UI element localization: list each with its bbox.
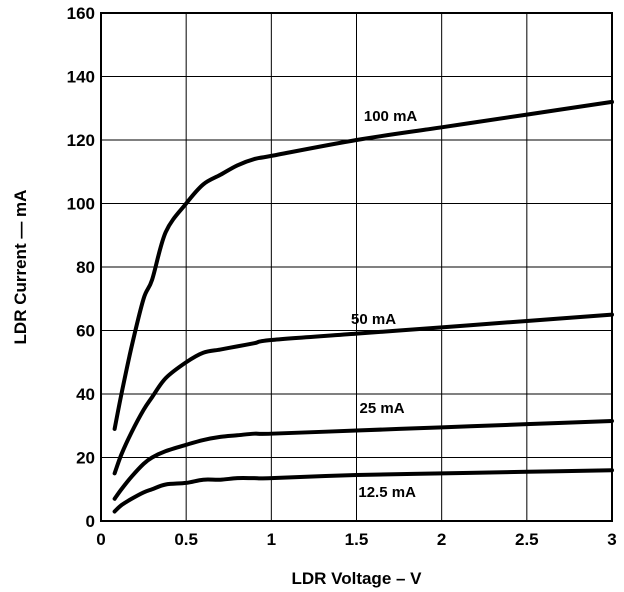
y-tick-label: 40: [76, 385, 95, 404]
y-tick-labels: 0 20 40 60 80 100 120 140 160: [67, 4, 95, 531]
series-label: 50 mA: [351, 311, 396, 328]
x-tick-label: 0: [96, 530, 105, 549]
series-curves: [112, 99, 614, 514]
y-axis-title: LDR Current — mA: [11, 190, 30, 345]
series-line-12-5-ma: [112, 468, 614, 514]
series-line-50-ma: [112, 312, 614, 476]
series-labels: 100 mA 50 mA 25 mA 12.5 mA: [351, 108, 417, 501]
x-tick-label: 2: [437, 530, 446, 549]
series-line-100-ma: [112, 99, 614, 431]
plot-frame: [100, 12, 613, 522]
series-label: 25 mA: [360, 400, 405, 417]
series-line-25-ma: [112, 418, 614, 501]
y-tick-label: 120: [67, 131, 95, 150]
x-tick-label: 2.5: [515, 530, 539, 549]
x-axis-title: LDR Voltage – V: [291, 569, 422, 588]
x-tick-label: 1: [267, 530, 276, 549]
series-label: 100 mA: [364, 108, 418, 125]
y-tick-label: 160: [67, 4, 95, 23]
y-tick-label: 140: [67, 68, 95, 87]
grid: [101, 13, 612, 521]
x-tick-label: 3: [607, 530, 616, 549]
x-tick-label: 0.5: [174, 530, 198, 549]
x-tick-labels: 0 0.5 1 1.5 2 2.5 3: [96, 530, 616, 549]
y-tick-label: 60: [76, 322, 95, 341]
series-label: 12.5 mA: [358, 484, 416, 501]
y-tick-label: 0: [86, 512, 95, 531]
y-tick-label: 80: [76, 258, 95, 277]
y-tick-label: 100: [67, 195, 95, 214]
y-tick-label: 20: [76, 449, 95, 468]
x-tick-label: 1.5: [345, 530, 369, 549]
